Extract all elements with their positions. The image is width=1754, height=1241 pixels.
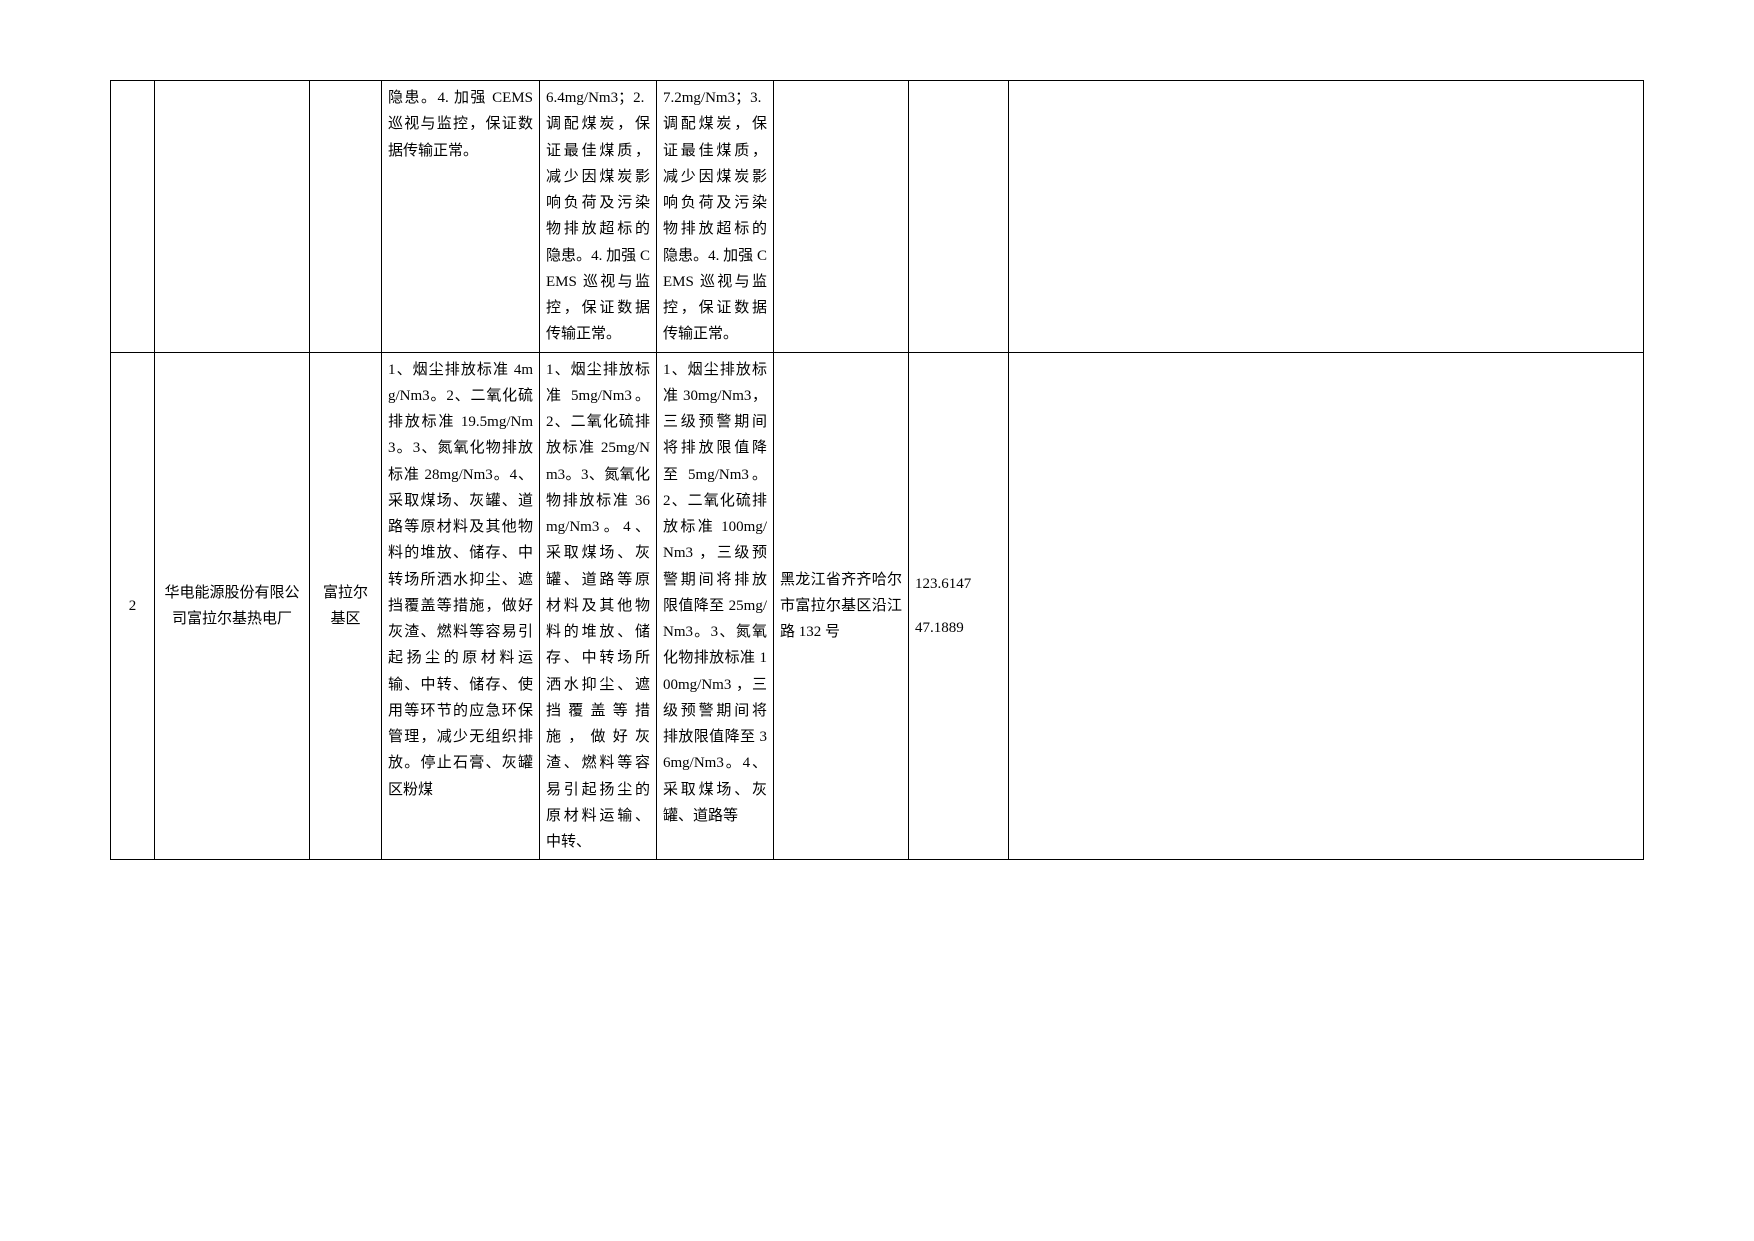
cell-measure-b: 6.4mg/Nm3；2. 调配煤炭，保证最佳煤质，减少因煤炭影响负荷及污染物排放… bbox=[540, 81, 657, 353]
cell-measure-b: 1、烟尘排放标准 5mg/Nm3。2、二氧化硫排放标准 25mg/Nm3。3、氮… bbox=[540, 352, 657, 860]
cell-measure-a: 隐患。4. 加强 CEMS 巡视与监控，保证数据传输正常。 bbox=[382, 81, 540, 353]
cell-measure-c: 7.2mg/Nm3；3. 调配煤炭，保证最佳煤质，减少因煤炭影响负荷及污染物排放… bbox=[657, 81, 774, 353]
cell-coord: 123.6147 47.1889 bbox=[909, 352, 1009, 860]
cell-extra bbox=[1009, 81, 1644, 353]
cell-seq bbox=[111, 81, 155, 353]
cell-area bbox=[310, 81, 382, 353]
cell-company: 华电能源股份有限公司富拉尔基热电厂 bbox=[155, 352, 310, 860]
cell-seq: 2 bbox=[111, 352, 155, 860]
data-table: 隐患。4. 加强 CEMS 巡视与监控，保证数据传输正常。 6.4mg/Nm3；… bbox=[110, 80, 1644, 860]
cell-area: 富拉尔基区 bbox=[310, 352, 382, 860]
cell-company bbox=[155, 81, 310, 353]
cell-coord-lon: 123.6147 bbox=[915, 571, 1002, 597]
cell-measure-a: 1、烟尘排放标准 4mg/Nm3。2、二氧化硫排放标准 19.5mg/Nm3。3… bbox=[382, 352, 540, 860]
cell-measure-c: 1、烟尘排放标准 30mg/Nm3，三级预警期间将排放限值降至 5mg/Nm3。… bbox=[657, 352, 774, 860]
cell-location: 黑龙江省齐齐哈尔市富拉尔基区沿江路 132 号 bbox=[774, 352, 909, 860]
table-row: 隐患。4. 加强 CEMS 巡视与监控，保证数据传输正常。 6.4mg/Nm3；… bbox=[111, 81, 1644, 353]
cell-coord-lat: 47.1889 bbox=[915, 615, 1002, 641]
cell-location bbox=[774, 81, 909, 353]
cell-extra bbox=[1009, 352, 1644, 860]
cell-coord bbox=[909, 81, 1009, 353]
table-row: 2 华电能源股份有限公司富拉尔基热电厂 富拉尔基区 1、烟尘排放标准 4mg/N… bbox=[111, 352, 1644, 860]
